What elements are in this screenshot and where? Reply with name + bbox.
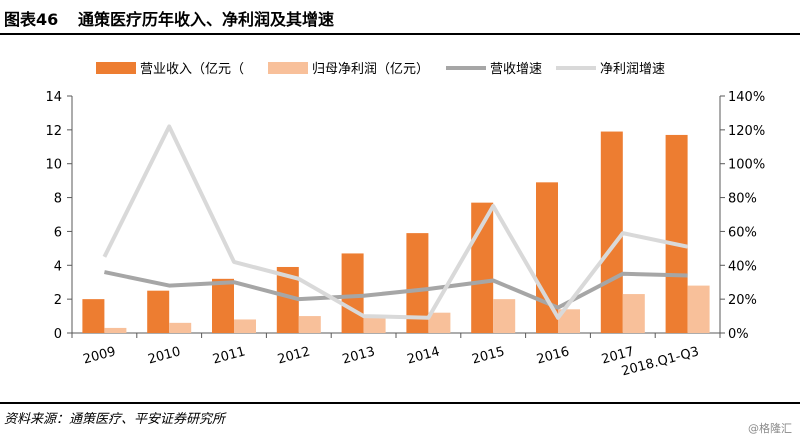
- y-right-tick-label: 20%: [728, 293, 757, 308]
- y-left-tick-label: 12: [45, 124, 62, 139]
- x-tick-label: 2015: [470, 344, 506, 367]
- legend-label-0: 营业收入（亿元（: [140, 62, 244, 77]
- bar-net-profit: [363, 316, 386, 333]
- bar-net-profit: [298, 316, 321, 333]
- x-tick-label: 2012: [276, 344, 312, 367]
- legend-swatch-1: [268, 62, 308, 74]
- y-left-tick-label: 4: [54, 259, 62, 274]
- bar-revenue: [212, 278, 234, 333]
- y-right-tick-label: 140%: [728, 90, 765, 105]
- y-right-tick-label: 40%: [728, 259, 757, 274]
- y-left-tick-label: 6: [54, 225, 62, 240]
- bar-revenue: [600, 131, 623, 333]
- x-tick-label: 2009: [82, 344, 118, 367]
- y-left-tick-label: 10: [45, 158, 62, 173]
- bars: [82, 131, 710, 333]
- line-revenue-growth: [103, 270, 688, 310]
- chart: 营业收入（亿元（ 归母净利润（亿元） 营收增速 净利润增速 024681012140%…: [45, 62, 765, 379]
- legend-label-3: 净利润增速: [600, 62, 665, 77]
- bar-net-profit: [622, 294, 645, 333]
- watermark: @格隆汇: [748, 422, 792, 435]
- bar-revenue: [147, 290, 170, 333]
- bar-revenue: [82, 299, 105, 333]
- y-right-tick-label: 120%: [728, 124, 765, 139]
- bar-net-profit: [687, 285, 710, 333]
- bar-net-profit: [104, 327, 127, 333]
- bar-revenue: [276, 266, 299, 333]
- legend: 营业收入（亿元（ 归母净利润（亿元） 营收增速 净利润增速: [96, 62, 665, 77]
- bar-net-profit: [493, 299, 516, 333]
- legend-label-1: 归母净利润（亿元）: [312, 62, 429, 77]
- bar-net-profit: [169, 322, 192, 333]
- line-profit-growth: [102, 124, 689, 320]
- figure-label: 图表46: [4, 10, 59, 29]
- y-left-tick-label: 0: [54, 327, 62, 342]
- y-right-tick-label: 0%: [728, 327, 749, 342]
- source-note: 资料来源：通策医疗、平安证券研究所: [4, 412, 226, 427]
- y-right-tick-label: 60%: [728, 225, 757, 240]
- bar-net-profit: [558, 309, 580, 333]
- x-tick-label: 2016: [535, 344, 571, 367]
- bar-revenue: [341, 253, 364, 333]
- x-tick-label: 2010: [146, 344, 182, 367]
- header-rule: [0, 33, 800, 35]
- footer-rule: [0, 402, 800, 404]
- y-right-tick-label: 80%: [728, 192, 757, 207]
- y-left-tick-label: 14: [45, 90, 62, 105]
- y-right-tick-label: 100%: [728, 158, 765, 173]
- bar-revenue: [536, 182, 558, 333]
- lines: [102, 124, 689, 320]
- x-tick-labels: 2009 2010 2011 2012 2013 2014 2015 2016 20172018…: [82, 344, 701, 379]
- figure-header: 图表46 通策医疗历年收入、净利润及其增速: [0, 0, 800, 32]
- figure-title: 通策医疗历年收入、净利润及其增速: [78, 10, 335, 29]
- bar-revenue: [665, 134, 688, 333]
- x-tick-label: 2011: [211, 344, 247, 367]
- legend-swatch-0: [96, 62, 136, 74]
- bar-net-profit: [428, 312, 451, 333]
- y-left-tick-label: 8: [54, 192, 62, 207]
- x-tick-label: 2014: [406, 344, 442, 367]
- legend-label-2: 营收增速: [490, 62, 542, 77]
- bar-revenue: [406, 233, 429, 333]
- y-left-tick-label: 2: [54, 293, 62, 308]
- x-tick-label: 2013: [341, 344, 377, 367]
- bar-net-profit: [234, 319, 256, 333]
